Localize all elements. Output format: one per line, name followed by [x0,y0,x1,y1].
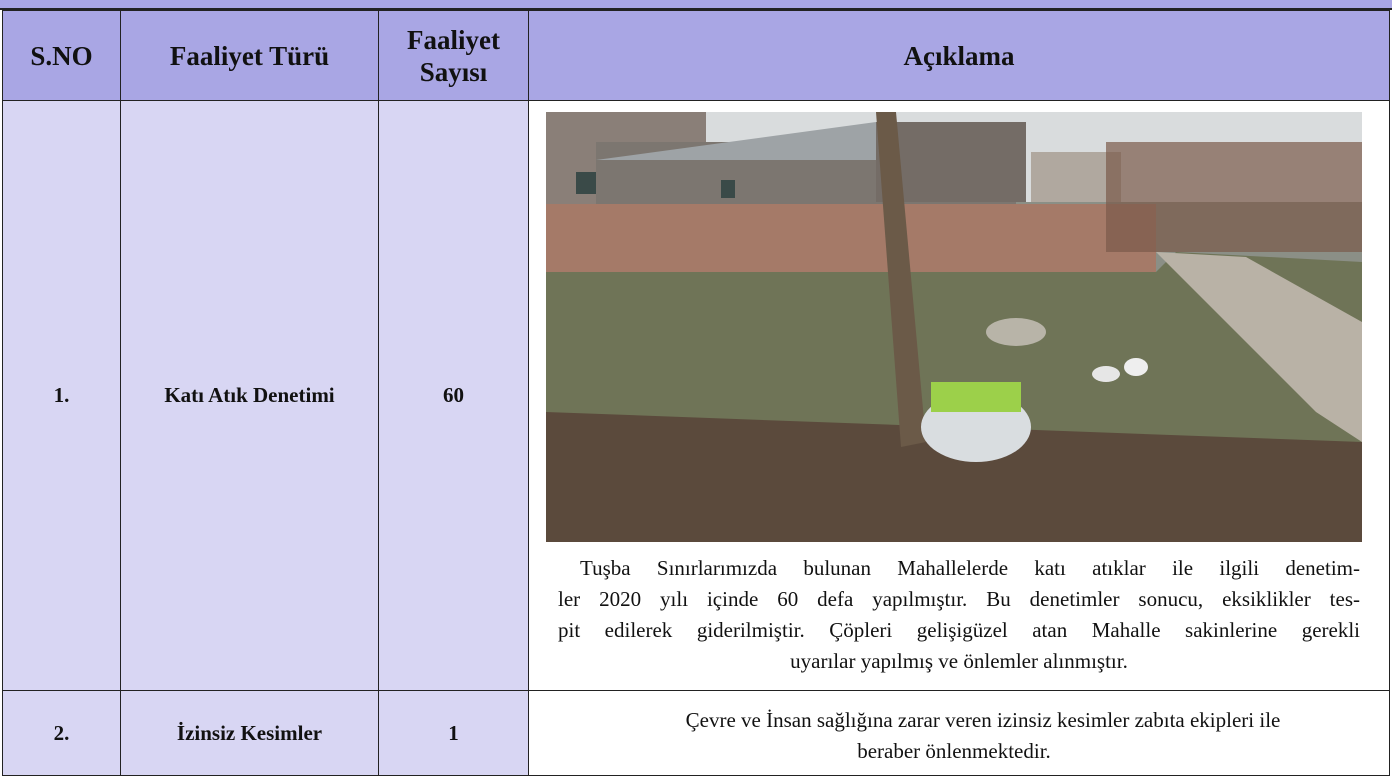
activity-count: 60 [443,383,464,408]
description-line: pit edilerek giderilmiştir. Çöpleri geli… [558,615,1360,646]
description-line: uyarılar yapılmış ve önlemler alınmıştır… [558,646,1360,677]
header-text: S.NO [30,40,92,72]
header-text: Açıklama [904,40,1015,72]
header-cell: Faaliyet Sayısı [378,10,529,101]
description-line: beraber önlenmektedir. [539,736,1369,767]
cell: Tuşba Sınırlarımızda bulunan Mahallelerd… [528,100,1390,691]
description-line: Tuşba Sınırlarımızda bulunan Mahallelerd… [558,553,1360,584]
cell: İzinsiz Kesimler [120,690,379,776]
header-text: Faaliyet Türü [170,40,329,72]
description-line: ler 2020 yılı içinde 60 defa yapılmıştır… [558,584,1360,615]
header-cell: Açıklama [528,10,1390,101]
photo [546,112,1362,542]
activity-type: İzinsiz Kesimler [177,721,322,746]
cell: 1. [2,100,121,691]
page: S.NO Faaliyet Türü Faaliyet Sayısı Açıkl… [0,0,1392,776]
activity-type: Katı Atık Denetimi [164,383,334,408]
description: Tuşba Sınırlarımızda bulunan Mahallelerd… [558,553,1360,677]
row-number: 1. [54,383,70,408]
cell: Katı Atık Denetimi [120,100,379,691]
header-cell: S.NO [2,10,121,101]
cell: 1 [378,690,529,776]
description-line: Çevre ve İnsan sağlığına zarar veren izi… [539,705,1369,736]
activity-count: 1 [448,721,459,746]
header-text: Faaliyet Sayısı [399,24,508,88]
top-strip [0,0,1392,10]
cell: 60 [378,100,529,691]
cell: 2. [2,690,121,776]
description: Çevre ve İnsan sağlığına zarar veren izi… [539,705,1369,767]
cell: Çevre ve İnsan sağlığına zarar veren izi… [528,690,1390,776]
header-cell: Faaliyet Türü [120,10,379,101]
row-number: 2. [54,721,70,746]
